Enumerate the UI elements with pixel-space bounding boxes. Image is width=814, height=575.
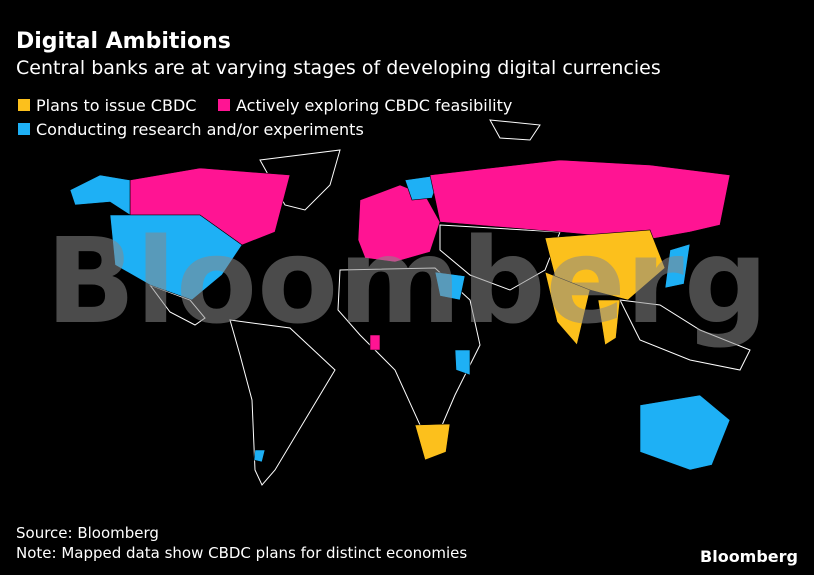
australia	[639, 394, 731, 471]
map	[69, 119, 751, 486]
watermark: Bloomberg	[46, 212, 769, 350]
arctic	[489, 119, 541, 141]
southeast-asia	[597, 299, 621, 346]
central-america	[148, 283, 206, 326]
title: Digital Ambitions	[16, 29, 231, 54]
subtitle: Central banks are at varying stages of d…	[16, 57, 661, 79]
kenya	[454, 349, 471, 376]
legend-label: Conducting research and/or experiments	[36, 120, 364, 139]
india	[544, 271, 591, 346]
russia	[429, 159, 731, 241]
legend-swatch	[218, 99, 230, 111]
japan	[664, 243, 691, 289]
legend: Plans to issue CBDC Actively exploring CB…	[18, 96, 512, 139]
saudi-arabia	[434, 271, 466, 301]
uruguay	[253, 449, 266, 463]
legend-label: Actively exploring CBDC feasibility	[236, 96, 512, 115]
indonesia	[619, 299, 751, 371]
note: Note: Mapped data show CBDC plans for di…	[16, 544, 467, 562]
legend-swatch	[18, 99, 30, 111]
south-africa	[414, 423, 451, 461]
logo: Bloomberg	[700, 547, 798, 566]
legend-label: Plans to issue CBDC	[36, 96, 196, 115]
united-states	[109, 214, 243, 301]
legend-swatch	[18, 123, 30, 135]
ghana	[369, 334, 381, 351]
source: Source: Bloomberg	[16, 524, 159, 542]
south-america	[229, 319, 336, 486]
